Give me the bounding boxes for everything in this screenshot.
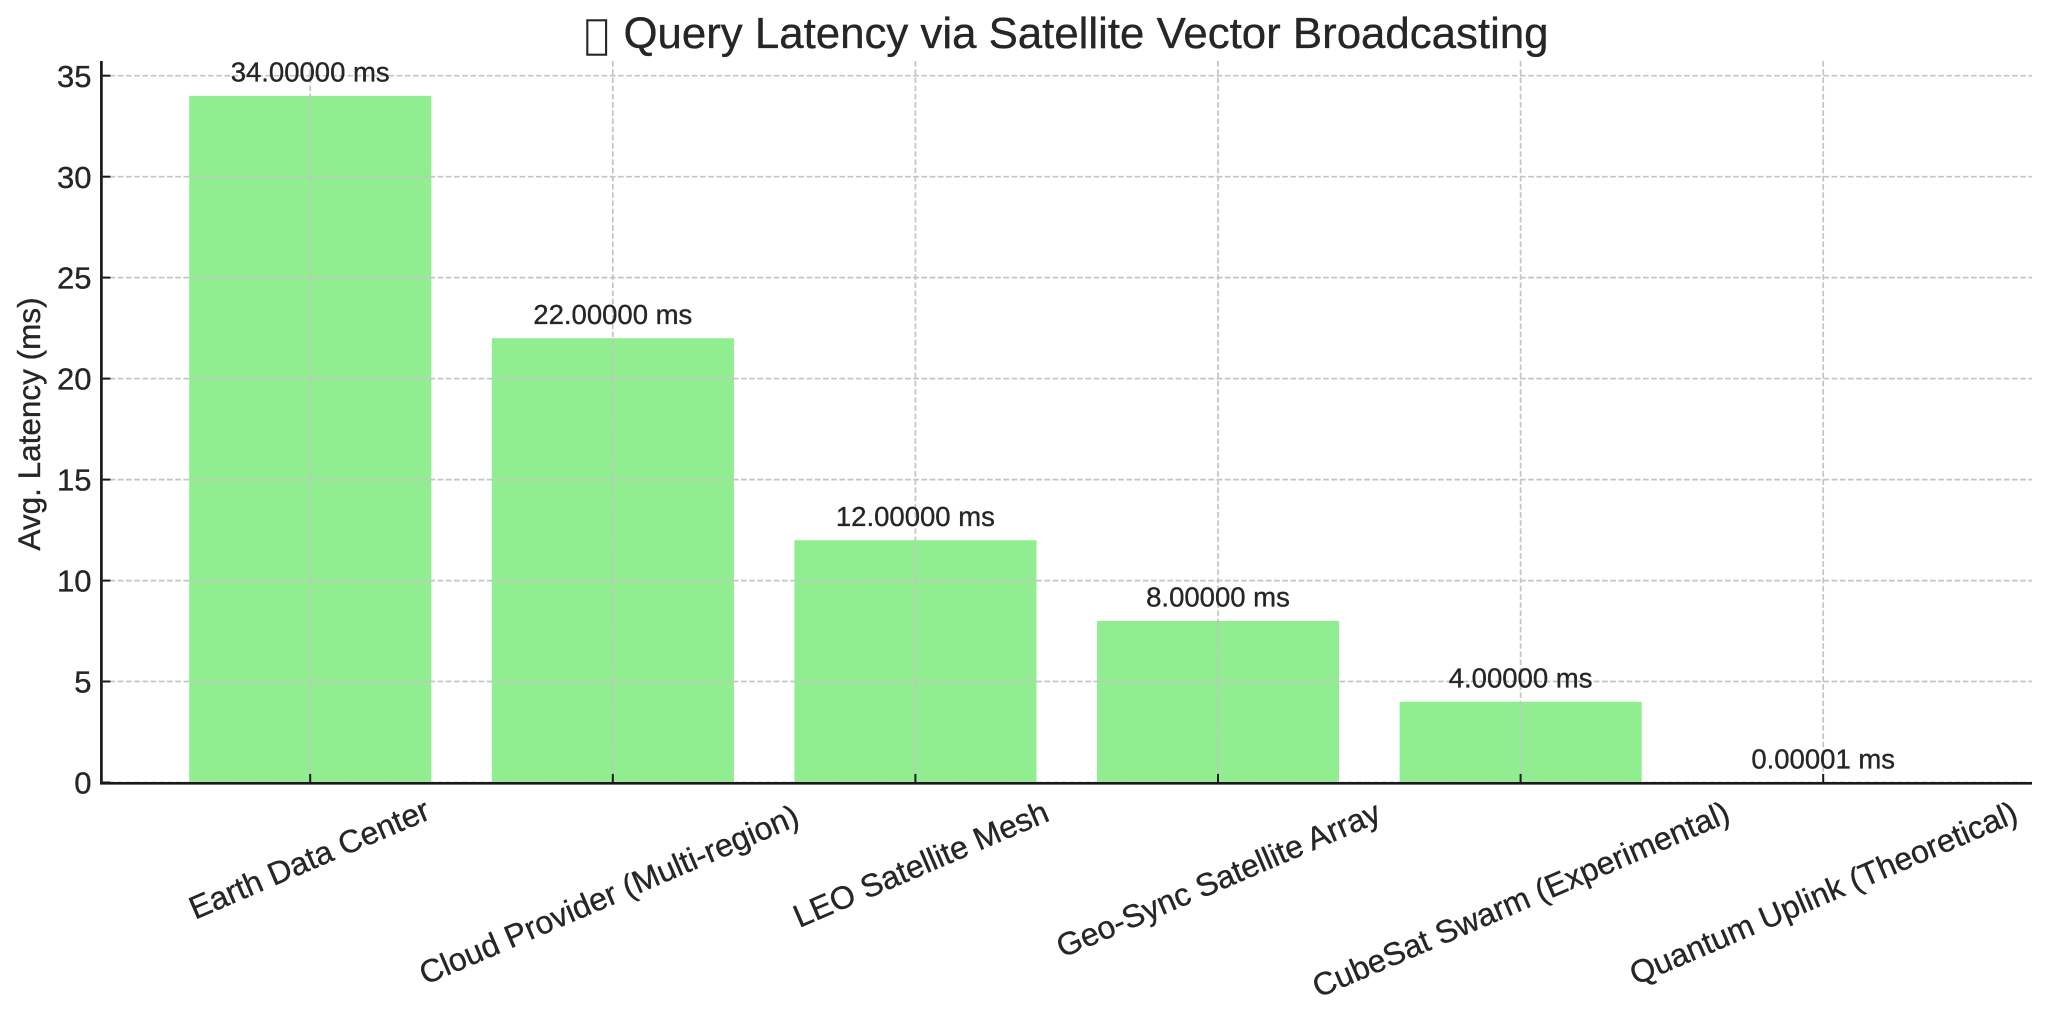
svg-text:12.00000 ms: 12.00000 ms — [836, 501, 995, 532]
svg-text:Avg. Latency (ms): Avg. Latency (ms) — [11, 297, 47, 550]
svg-text:8.00000 ms: 8.00000 ms — [1146, 582, 1290, 613]
svg-text:Query Latency via Satellite Ve: Query Latency via Satellite Vector Broad… — [623, 9, 1548, 58]
svg-text:0: 0 — [74, 766, 91, 801]
svg-text:22.00000 ms: 22.00000 ms — [533, 299, 692, 330]
svg-text:34.00000 ms: 34.00000 ms — [231, 57, 390, 88]
svg-text:30: 30 — [57, 160, 91, 195]
svg-text:25: 25 — [57, 261, 91, 296]
svg-text:0.00001 ms: 0.00001 ms — [1751, 743, 1895, 774]
svg-text:5: 5 — [74, 665, 91, 700]
svg-text:20: 20 — [57, 362, 91, 397]
svg-text:10: 10 — [57, 564, 91, 599]
svg-text:4.00000 ms: 4.00000 ms — [1449, 663, 1593, 694]
svg-text:15: 15 — [57, 463, 91, 498]
svg-text:35: 35 — [57, 59, 91, 94]
